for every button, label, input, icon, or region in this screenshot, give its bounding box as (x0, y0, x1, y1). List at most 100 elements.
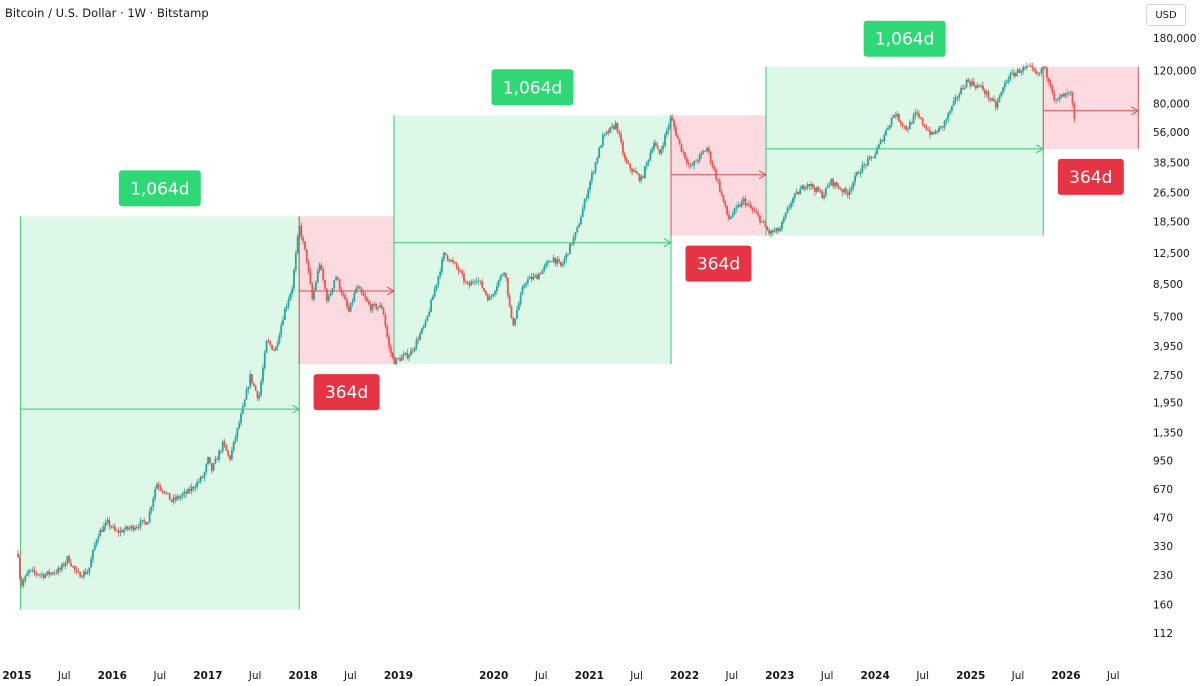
candle-body (17, 553, 19, 557)
candle-body (998, 96, 1001, 102)
candle-body (40, 574, 43, 575)
candle-body (1009, 73, 1012, 80)
candle-body (24, 575, 27, 581)
candle-body (128, 527, 131, 530)
candle-body (808, 184, 811, 187)
bull-duration-label: 1,064d (130, 179, 189, 199)
candle-body (1066, 93, 1068, 94)
candle-body (896, 114, 898, 117)
candle-body (198, 481, 200, 483)
candle-body (358, 286, 361, 289)
candle-body (1022, 67, 1025, 72)
candle-body (850, 187, 853, 191)
time-tick-month-label: Jul (152, 670, 166, 682)
candle-body (753, 210, 756, 212)
candle-body (81, 576, 83, 578)
candle-body (20, 578, 23, 586)
candle-body (991, 98, 994, 100)
candle-body (916, 112, 919, 114)
candle-body (994, 101, 997, 108)
candle-body (587, 189, 590, 199)
candle-body (534, 275, 537, 277)
candle-body (866, 158, 869, 166)
candle-body (1029, 65, 1032, 67)
time-axis[interactable]: 2015 Jul 2016 Jul 2017 Jul 2018 Jul 2019 2020 Jul 2… (2, 670, 1119, 682)
candle-body (53, 572, 56, 574)
candle-body (31, 569, 34, 571)
candle-body (114, 526, 116, 531)
candle-body (1057, 98, 1059, 100)
candle-body (431, 296, 434, 300)
candle-body (1035, 70, 1037, 74)
candle-body (371, 303, 374, 311)
candle-body (495, 286, 498, 292)
candle-body (375, 304, 378, 309)
chart-title: Bitcoin / U.S. Dollar · 1W · Bitstamp (5, 6, 209, 20)
candle-body (574, 231, 577, 238)
candle-body (170, 499, 173, 502)
candle-body (90, 559, 93, 568)
candle-body (739, 205, 741, 207)
candle-body (903, 125, 906, 127)
candle-body (154, 489, 157, 499)
candle-body (1040, 68, 1043, 74)
candle-body (424, 320, 427, 326)
candle-body (755, 211, 758, 214)
candle-body (254, 385, 257, 391)
bear-cycle-zone-3 (670, 115, 767, 236)
candle-body (159, 487, 162, 490)
candle-body (263, 352, 266, 369)
candle-body (888, 124, 891, 129)
candle-body (439, 271, 442, 276)
candle-body (609, 127, 612, 133)
candle-body (230, 450, 233, 460)
candle-body (698, 154, 701, 161)
candle-body (536, 275, 538, 280)
candle-body (274, 346, 277, 351)
candle-body (598, 147, 601, 158)
price-tick-label: 120,000 (1153, 66, 1196, 78)
candle-body (400, 356, 403, 361)
candle-body (686, 158, 688, 164)
candle-body (965, 79, 968, 88)
candle-body (441, 259, 443, 272)
currency-selector-button[interactable]: USD (1146, 4, 1186, 26)
candle-body (342, 293, 345, 296)
candle-body (251, 374, 253, 384)
candle-body (797, 191, 800, 195)
candle-body (894, 115, 897, 117)
candle-body (556, 259, 559, 264)
candle-body (163, 491, 166, 494)
candle-body (676, 135, 679, 139)
candle-body (596, 157, 599, 163)
candle-body (1069, 91, 1072, 93)
candle-body (695, 161, 697, 162)
candle-body (872, 156, 875, 158)
candle-body (651, 149, 654, 153)
bull-duration-label: 1,064d (503, 78, 562, 98)
candle-body (1024, 67, 1026, 68)
candle-body (88, 567, 91, 573)
candle-body (227, 450, 230, 456)
candle-body (190, 486, 193, 492)
bear-cycle-zone-5 (1043, 66, 1139, 149)
price-axis[interactable]: 180,000 120,000 80,000 56,000 38,500 26,500 18… (1153, 33, 1196, 640)
candle-body (484, 291, 487, 295)
candle-body (744, 198, 747, 206)
candle-body (325, 289, 328, 301)
candle-body (1033, 67, 1036, 71)
candle-body (219, 450, 222, 452)
candle-body (336, 277, 339, 280)
candle-body (521, 287, 524, 295)
candle-body (748, 203, 750, 205)
candle-body (132, 525, 135, 530)
candle-body (165, 492, 167, 494)
time-tick-month-label: Jul (343, 670, 357, 682)
candle-body (919, 117, 922, 119)
candle-body (751, 208, 754, 211)
candle-body (499, 275, 502, 281)
candle-body (618, 132, 621, 135)
candle-body (210, 463, 213, 471)
candle-body (218, 450, 220, 460)
